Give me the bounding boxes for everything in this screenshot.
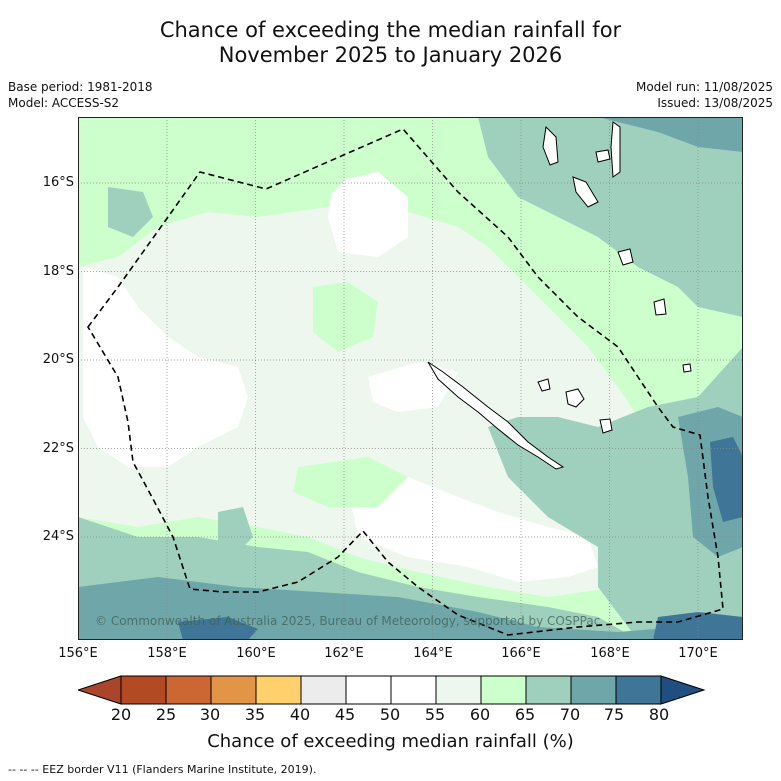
colorbar-label-35: 35 [244,705,266,724]
contour-75-80-se [653,612,743,640]
rainfall-map [78,117,743,640]
contour-60-65-patch-a [313,282,378,352]
colorbar-swatch-2 [165,675,212,705]
contour-45-55-south [348,477,598,582]
colorbar-swatch-9 [480,675,527,705]
lon-label-166e: 166°E [501,646,541,661]
copyright-notice: © Commonwealth of Australia 2025, Bureau… [95,614,601,628]
colorbar-label-70: 70 [559,705,581,724]
vanuatu-island-3 [610,121,621,178]
contour-65-70-sw-patch [218,507,253,552]
lon-label-162e: 162°E [324,646,364,661]
colorbar [78,675,706,705]
colorbar-swatch-11 [570,675,617,705]
contour-65-70-west-patch [108,187,153,237]
base-period: Base period: 1981-2018 [8,80,153,94]
grid-lines [78,117,743,640]
colorbar-label-60: 60 [469,705,491,724]
vanuatu-island-1 [542,125,559,166]
colorbar-label-50: 50 [379,705,401,724]
loyalty-island-2 [599,418,613,434]
colorbar-label-55: 55 [424,705,446,724]
colorbar-label-30: 30 [199,705,221,724]
lon-label-164e: 164°E [413,646,453,661]
loyalty-island-1 [565,388,585,408]
colorbar-swatch-8 [435,675,482,705]
contour-45-55-west [83,267,248,467]
colorbar-label-40: 40 [289,705,311,724]
lon-label-158e: 158°E [147,646,187,661]
loyalty-island-3 [537,378,551,392]
lat-label-16s: 16°S [42,175,74,190]
colorbar-swatch-1 [120,675,167,705]
contour-75-80-east [710,437,743,522]
lon-label-170e: 170°E [678,646,718,661]
colorbar-swatch-12 [615,675,662,705]
colorbar-extend-low [78,675,122,705]
lon-label-160e: 160°E [236,646,276,661]
colorbar-label-65: 65 [514,705,536,724]
colorbar-extend-high [660,675,706,705]
lon-label-168e: 168°E [590,646,630,661]
title-line-1: Chance of exceeding the median rainfall … [159,18,622,42]
colorbar-swatch-4 [255,675,302,705]
meta-left: Base period: 1981-2018 Model: ACCESS-S2 [8,79,153,111]
vanuatu-island-5 [617,248,634,266]
vanuatu-island-7 [682,363,692,373]
contour-75-80-south [178,617,258,640]
contour-60-65-patch-b [238,117,348,207]
meta-right: Model run: 11/08/2025 Issued: 13/08/2025 [636,79,773,111]
vanuatu-island-6 [653,298,667,316]
eez-border [87,128,724,636]
model-run: Model run: 11/08/2025 [635,80,773,94]
colorbar-title: Chance of exceeding median rainfall (%) [207,731,574,752]
issued-date: Issued: 13/08/2025 [657,96,773,110]
colorbar-label-20: 20 [110,705,132,724]
lat-label-22s: 22°S [42,441,74,456]
lat-label-20s: 20°S [42,352,74,367]
map-title: Chance of exceeding the median rainfall … [0,18,781,68]
model-name: Model: ACCESS-S2 [8,96,120,110]
vanuatu-island-4 [595,149,611,163]
contour-65-70-north-east [478,117,743,317]
colorbar-label-75: 75 [603,705,625,724]
colorbar-swatch-5 [300,675,347,705]
colorbar-swatch-6 [345,675,392,705]
colorbar-swatch-7 [390,675,437,705]
eez-footnote: -- -- -- EEZ border V11 (Flanders Marine… [8,763,317,776]
colorbar-label-45: 45 [334,705,356,724]
contour-45-55-central [328,172,408,257]
contour-70-75-ne [598,117,743,152]
colorbar-label-80: 80 [648,705,670,724]
colorbar-swatch-10 [525,675,572,705]
new-caledonia-coastline [427,361,565,470]
colorbar-swatch-3 [210,675,257,705]
lat-label-24s: 24°S [42,529,74,544]
title-line-2: November 2025 to January 2026 [218,43,563,67]
map-frame [78,117,743,640]
contour-60-65-patch-c [293,457,408,507]
colorbar-label-25: 25 [155,705,177,724]
lon-label-156e: 156°E [58,646,98,661]
vanuatu-island-2 [572,176,599,208]
lat-label-18s: 18°S [42,264,74,279]
